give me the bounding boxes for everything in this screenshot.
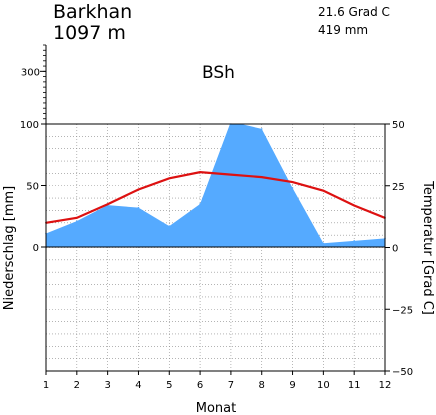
precipitation-point-6: [199, 203, 201, 205]
temperature-point-7: [230, 173, 232, 176]
precipitation-point-4: [137, 206, 140, 209]
x-axis-label: Monat: [196, 401, 236, 415]
temperature-point-6: [199, 171, 201, 174]
temperature-point-5: [168, 177, 171, 180]
precipitation-point-2: [76, 220, 78, 222]
x-tick-label-12: 12: [379, 380, 392, 391]
temp-tick-label-3: 25: [392, 182, 405, 193]
x-tick-label-5: 5: [166, 380, 172, 391]
climate-class: BSh: [202, 63, 235, 83]
x-tick-label-9: 9: [289, 380, 295, 391]
station-name: Barkhan: [53, 1, 132, 23]
x-tick-label-6: 6: [197, 380, 203, 391]
precipitation-point-8: [260, 128, 263, 130]
temperature-line: [45, 171, 386, 224]
temp-tick-label-0: −50: [392, 367, 413, 378]
temp-tick-label-1: −25: [392, 305, 413, 316]
right-axis-label: Temperatur [Grad C]: [420, 180, 435, 315]
temp-tick-label-4: 50: [392, 120, 405, 131]
precip-tick-label-0: 0: [33, 243, 39, 254]
x-tick-label-1: 1: [43, 380, 49, 391]
mean-temperature: 21.6 Grad C: [318, 5, 390, 19]
left-axis-label: Niederschlag [mm]: [2, 186, 17, 311]
precipitation-point-11: [353, 240, 355, 242]
precipitation-point-9: [291, 187, 294, 189]
temp-tick-label-2: 0: [392, 244, 398, 255]
temperature-point-9: [291, 181, 294, 183]
station-elevation: 1097 m: [53, 22, 126, 44]
temperature-point-4: [137, 188, 140, 191]
x-tick-label-8: 8: [259, 380, 265, 391]
precipitation-point-5: [168, 225, 171, 227]
temperature-point-2: [75, 216, 78, 219]
x-tick-label-11: 11: [348, 380, 361, 391]
x-tick-label-4: 4: [135, 380, 141, 391]
x-tick-label-10: 10: [317, 380, 330, 391]
x-tick-label-3: 3: [104, 380, 110, 391]
temperature-point-3: [106, 203, 109, 206]
temperature-point-10: [322, 189, 325, 192]
precip-tick-label-100: 100: [20, 120, 39, 131]
annual-precipitation: 419 mm: [318, 23, 368, 37]
precip-tick-label-50: 50: [26, 182, 39, 193]
temperature-point-8: [260, 176, 263, 179]
x-tick-label-2: 2: [74, 380, 80, 391]
x-tick-label-7: 7: [228, 380, 234, 391]
compressed-tick-label-300: 300: [21, 67, 40, 78]
precipitation-point-10: [322, 242, 325, 245]
temperature-point-11: [353, 204, 356, 207]
precipitation-area: [46, 124, 385, 247]
compressed-precip-scale: 300: [21, 44, 47, 125]
